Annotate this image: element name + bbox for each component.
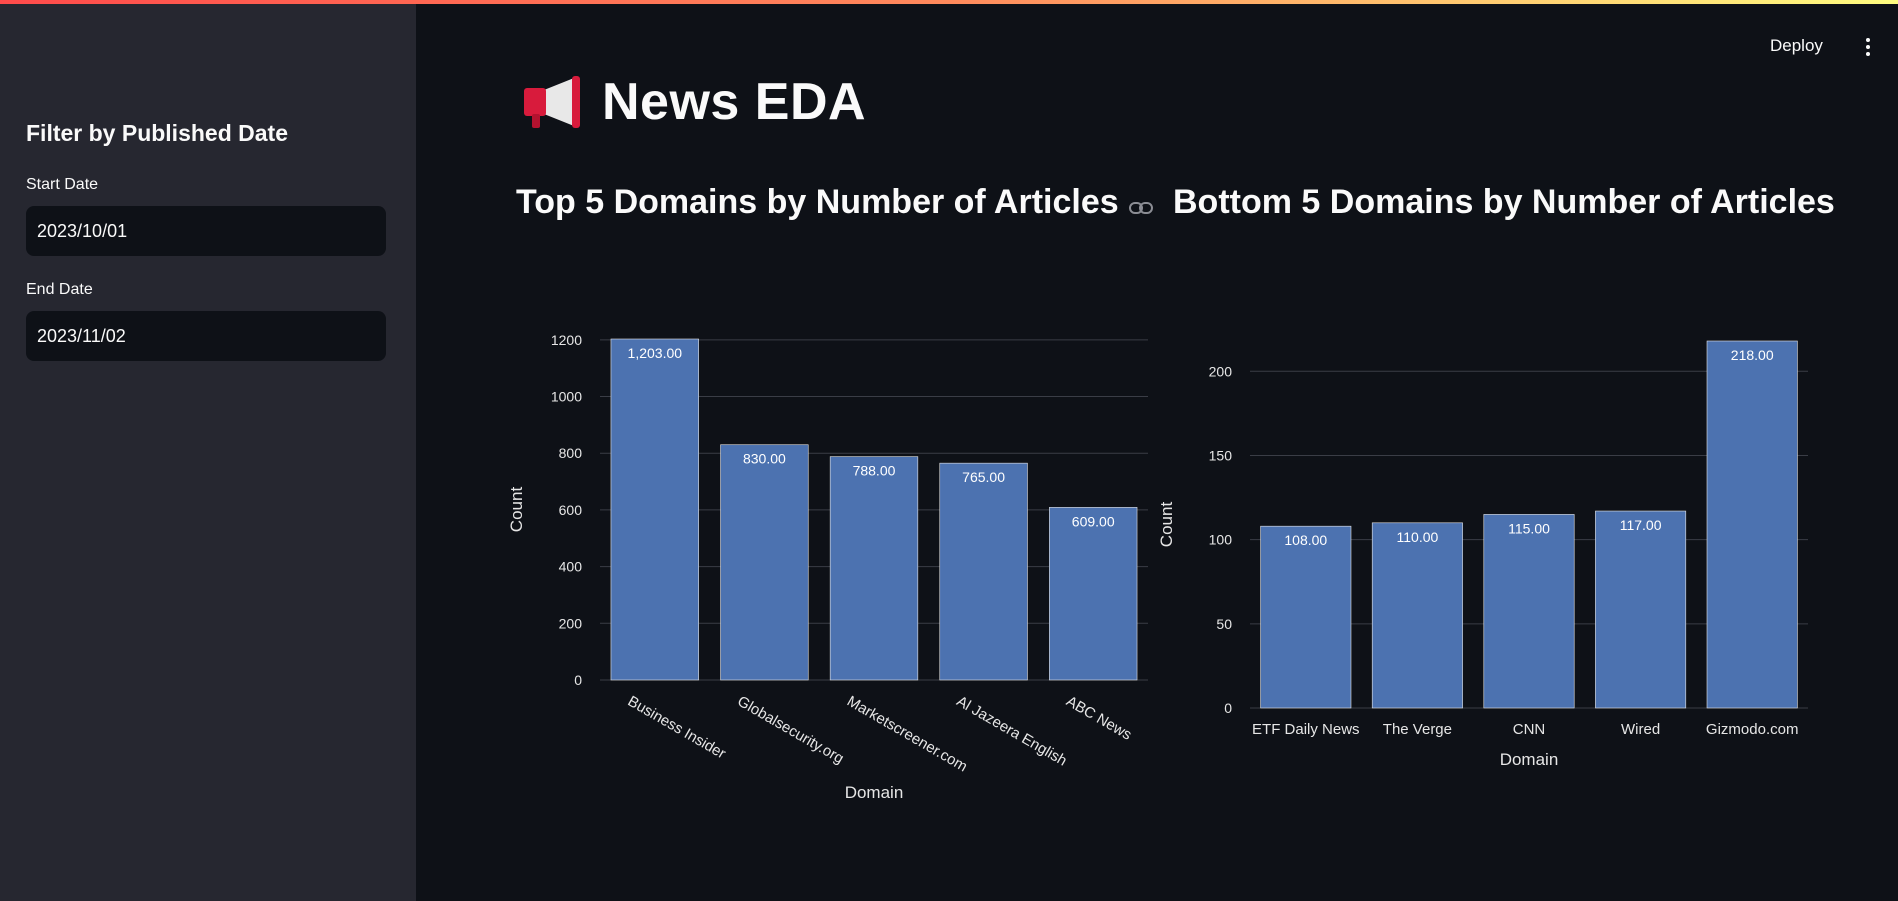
chart-title-top-text: Top 5 Domains by Number of Articles xyxy=(516,183,1119,221)
bar[interactable] xyxy=(1483,514,1575,709)
bar-value-label: 108.00 xyxy=(1284,532,1327,548)
kebab-menu-icon[interactable] xyxy=(1860,36,1876,60)
x-tick-label: Gizmodo.com xyxy=(1706,721,1799,738)
y-tick-label: 400 xyxy=(559,559,583,575)
start-date-label: Start Date xyxy=(26,176,99,193)
bar[interactable] xyxy=(1371,522,1463,709)
sidebar-title: Filter by Published Date xyxy=(26,120,288,146)
y-tick-label: 0 xyxy=(1224,700,1232,716)
bar[interactable] xyxy=(610,338,699,681)
y-tick-label: 600 xyxy=(559,502,583,518)
y-tick-label: 1000 xyxy=(551,389,582,405)
x-tick-label: The Verge xyxy=(1383,721,1452,738)
x-axis-label: Domain xyxy=(845,783,904,802)
deploy-button[interactable]: Deploy xyxy=(1770,36,1823,55)
start-date-input[interactable]: 2023/10/01 xyxy=(26,206,386,256)
y-tick-label: 200 xyxy=(559,615,583,631)
chart-title-bottom: Bottom 5 Domains by Number of Articles xyxy=(1173,183,1835,221)
bar-value-label: 609.00 xyxy=(1072,513,1115,529)
y-tick-label: 200 xyxy=(1209,363,1233,379)
sidebar: Filter by Published Date Start Date 2023… xyxy=(0,0,416,901)
bar-value-label: 765.00 xyxy=(962,469,1005,485)
bar[interactable] xyxy=(720,444,809,681)
x-tick-label: CNN xyxy=(1513,721,1546,738)
bar-value-label: 1,203.00 xyxy=(628,345,683,361)
megaphone-icon xyxy=(522,74,584,130)
bar[interactable] xyxy=(939,462,1028,681)
bar-value-label: 115.00 xyxy=(1508,520,1550,536)
bar-value-label: 218.00 xyxy=(1731,347,1774,363)
y-tick-label: 1200 xyxy=(551,332,582,348)
x-axis-label: Domain xyxy=(1500,750,1559,769)
link-icon[interactable] xyxy=(1128,185,1153,224)
bar-value-label: 110.00 xyxy=(1397,529,1439,545)
x-tick-label: ETF Daily News xyxy=(1252,721,1360,738)
y-tick-label: 0 xyxy=(574,672,582,688)
top-decoration-bar xyxy=(0,0,1898,4)
y-tick-label: 100 xyxy=(1209,532,1233,548)
bar-value-label: 830.00 xyxy=(743,451,786,467)
x-tick-label: Wired xyxy=(1621,721,1660,738)
bar-value-label: 788.00 xyxy=(853,463,896,479)
y-tick-label: 800 xyxy=(559,445,583,461)
bar[interactable] xyxy=(1706,340,1798,709)
y-tick-label: 150 xyxy=(1209,447,1233,463)
bar[interactable] xyxy=(829,456,919,681)
page-title: News EDA xyxy=(602,73,867,131)
bar[interactable] xyxy=(1049,507,1138,681)
end-date-label: End Date xyxy=(26,281,93,298)
chart-title-top: Top 5 Domains by Number of Articles xyxy=(516,183,1153,224)
end-date-input[interactable]: 2023/11/02 xyxy=(26,311,386,361)
bar[interactable] xyxy=(1260,525,1352,709)
y-axis-label: Count xyxy=(507,487,526,533)
y-tick-label: 50 xyxy=(1216,616,1232,632)
bar[interactable] xyxy=(1595,510,1687,709)
bar-value-label: 117.00 xyxy=(1620,517,1662,533)
y-axis-label: Count xyxy=(1157,502,1176,548)
